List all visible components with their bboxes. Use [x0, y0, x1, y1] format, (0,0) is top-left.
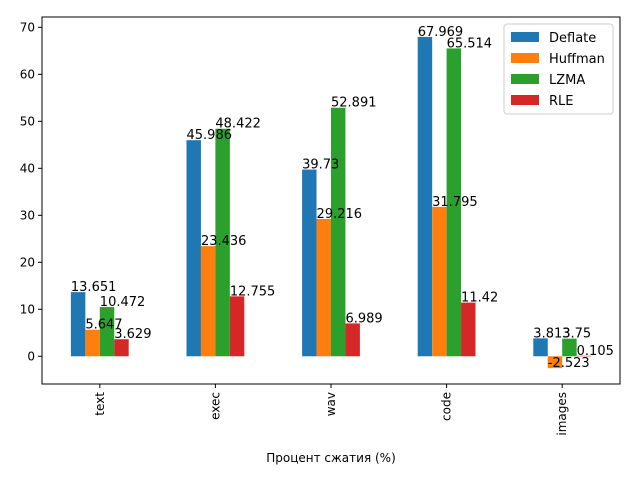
value-label: 6.989	[345, 311, 382, 326]
bar-rle-exec	[229, 296, 245, 357]
value-label: 39.73	[302, 158, 339, 173]
bar-deflate-exec	[186, 140, 201, 357]
y-tick-label: 10	[20, 302, 35, 316]
x-tick-label-text: text	[93, 392, 107, 416]
value-label: 3.813	[533, 326, 570, 341]
y-tick-label: 0	[27, 349, 35, 363]
x-axis-title: Процент сжатия (%)	[266, 451, 396, 465]
legend-label-huffman: Huffman	[549, 52, 605, 67]
value-label: 65.514	[447, 36, 493, 51]
value-label: 10.472	[100, 295, 146, 310]
x-axis: text exec wav code images	[93, 384, 569, 436]
bar-lzma-exec	[215, 128, 230, 357]
value-label: 31.795	[432, 195, 478, 210]
legend: Deflate Huffman LZMA RLE	[503, 23, 614, 115]
bars-layer	[70, 36, 592, 369]
legend-swatch-huffman	[511, 53, 539, 63]
legend-label-lzma: LZMA	[549, 73, 585, 88]
y-tick-label: 20	[20, 255, 35, 269]
y-axis: 0 10 20 30 40 50 60 70	[20, 20, 42, 363]
value-label: 5.647	[85, 318, 122, 333]
x-tick-label-wav: wav	[324, 392, 338, 416]
bar-lzma-wav	[331, 107, 346, 357]
bar-deflate-images	[533, 338, 548, 357]
value-label: -2.523	[548, 356, 590, 371]
legend-swatch-lzma	[511, 74, 539, 84]
bar-lzma-code	[446, 48, 462, 357]
value-label: 3.75	[562, 327, 591, 342]
y-tick-label: 30	[20, 208, 35, 222]
bar-rle-text	[114, 339, 129, 357]
bar-huffman-text	[85, 329, 100, 357]
value-label: 45.986	[187, 128, 233, 143]
x-tick-label-images: images	[555, 392, 569, 436]
value-label: 3.629	[114, 327, 151, 342]
legend-label-rle: RLE	[549, 94, 574, 109]
legend-swatch-rle	[511, 95, 539, 105]
bar-deflate-code	[417, 36, 433, 357]
bar-rle-images	[576, 355, 592, 357]
y-tick-label: 60	[20, 67, 35, 81]
value-label: 23.436	[201, 234, 247, 249]
bar-deflate-text	[70, 292, 86, 357]
x-tick-label-code: code	[440, 392, 454, 421]
legend-box	[503, 23, 614, 115]
value-label: 29.216	[317, 207, 363, 222]
value-label: 0.105	[577, 344, 614, 359]
y-tick-label: 40	[20, 161, 35, 175]
bar-lzma-text	[99, 307, 115, 357]
bar-huffman-code	[432, 206, 447, 357]
y-tick-label: 70	[20, 20, 35, 34]
bar-rle-wav	[345, 323, 360, 357]
bar-rle-code	[461, 302, 476, 357]
value-label: 11.42	[461, 291, 498, 306]
bar-lzma-images	[562, 338, 577, 357]
value-label: 12.755	[230, 284, 276, 299]
value-label: 52.891	[331, 96, 377, 111]
legend-swatch-deflate	[511, 32, 539, 42]
value-labels-layer: 13.651 45.986 39.73 67.969 3.813 5.647 23.436 2…	[71, 25, 614, 371]
legend-label-deflate: Deflate	[549, 31, 596, 46]
bar-huffman-images	[547, 356, 563, 369]
y-tick-label: 50	[20, 114, 35, 128]
bar-huffman-exec	[200, 246, 216, 357]
x-tick-label-exec: exec	[208, 392, 222, 420]
bar-deflate-wav	[302, 169, 317, 357]
bar-huffman-wav	[316, 218, 331, 357]
value-label: 13.651	[71, 280, 117, 295]
value-label: 48.422	[215, 117, 261, 132]
value-label: 67.969	[418, 25, 464, 40]
